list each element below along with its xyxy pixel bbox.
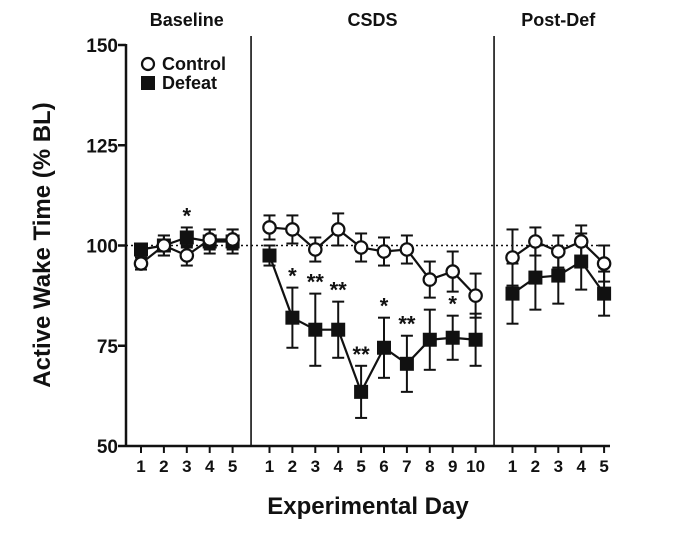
y-tick-label: 125 [86, 136, 118, 157]
y-tick-label: 50 [97, 437, 118, 458]
control-point [528, 234, 543, 249]
defeat-point [308, 322, 323, 337]
control-point [596, 256, 612, 271]
significance-star: * [288, 264, 297, 289]
significance-star: * [183, 203, 192, 228]
defeat-point [528, 270, 543, 285]
x-tick-label: 5 [356, 457, 365, 476]
y-axis-label: Active Wake Time (% BL) [29, 102, 56, 387]
control-point [202, 232, 217, 247]
control-point [330, 222, 346, 237]
control-point [573, 234, 589, 249]
x-tick-label: 4 [576, 457, 586, 476]
defeat-point [505, 286, 520, 301]
x-tick-label: 5 [599, 457, 608, 476]
y-tick-label: 100 [86, 237, 118, 258]
defeat-point [179, 230, 194, 245]
significance-annotations: ** ** ******** [183, 203, 458, 366]
x-tick-label: 3 [311, 457, 320, 476]
control-point [262, 220, 277, 235]
control-point [468, 288, 483, 303]
y-tick-label: 75 [97, 337, 119, 358]
phase-label: Baseline [150, 10, 224, 30]
phase-label: Post-Def [521, 10, 596, 30]
control-point [445, 264, 460, 279]
defeat-point [354, 384, 369, 399]
x-tick-label: 10 [466, 457, 485, 476]
legend-control-marker [140, 56, 156, 72]
defeat-point [422, 332, 437, 347]
x-tick-label: 6 [379, 457, 388, 476]
defeat-point [399, 356, 414, 371]
control-point [376, 244, 392, 259]
x-tick-label: 2 [159, 457, 168, 476]
defeat-line [268, 255, 476, 395]
x-tick-label: 3 [182, 457, 191, 476]
x-tick-label: 4 [205, 457, 215, 476]
legend-defeat-marker [141, 76, 155, 90]
significance-star: ** [353, 342, 371, 367]
control-point [307, 242, 323, 257]
phase-separators: Baseline CSDS Post-Def [150, 10, 596, 446]
control-point [399, 242, 415, 257]
legend-label-defeat: Defeat [162, 73, 217, 93]
defeat-point [262, 248, 277, 263]
x-tick-label: 3 [554, 457, 563, 476]
x-tick-label: 1 [136, 457, 145, 476]
legend-label-control: Control [162, 54, 226, 74]
significance-star: ** [307, 270, 325, 295]
control-point [285, 222, 300, 237]
significance-star: ** [398, 312, 416, 337]
control-point [225, 232, 240, 247]
significance-star: ** [330, 278, 348, 303]
x-tick-label: 1 [265, 457, 274, 476]
control-point [156, 238, 172, 253]
control-point [353, 240, 369, 255]
control-point [422, 272, 438, 287]
x-tick-label: 8 [425, 457, 434, 476]
control-point [133, 256, 149, 271]
significance-star: * [448, 292, 457, 317]
defeat-point [445, 330, 460, 345]
x-tick-label: 2 [531, 457, 540, 476]
defeat-point [551, 268, 566, 283]
x-tick-label: 9 [448, 457, 457, 476]
x-tick-label: 4 [333, 457, 343, 476]
control-point [550, 244, 566, 259]
defeat-point [285, 310, 300, 325]
x-tick-label: 2 [288, 457, 297, 476]
defeat-point [468, 332, 483, 347]
x-axis-label: Experimental Day [267, 493, 469, 520]
defeat-point [377, 340, 391, 355]
defeat-point [597, 286, 612, 301]
phase-label: CSDS [348, 10, 398, 30]
defeat-point [331, 322, 346, 337]
x-tick-label: 1 [508, 457, 517, 476]
control-point [505, 250, 520, 265]
x-tick-label: 7 [402, 457, 411, 476]
defeat-point [134, 242, 148, 257]
control-point [179, 248, 195, 263]
control-line [269, 226, 477, 297]
significance-star: * [380, 294, 389, 319]
x-tick-label: 5 [228, 457, 237, 476]
y-tick-label: 150 [86, 36, 118, 57]
series-group [133, 212, 612, 419]
